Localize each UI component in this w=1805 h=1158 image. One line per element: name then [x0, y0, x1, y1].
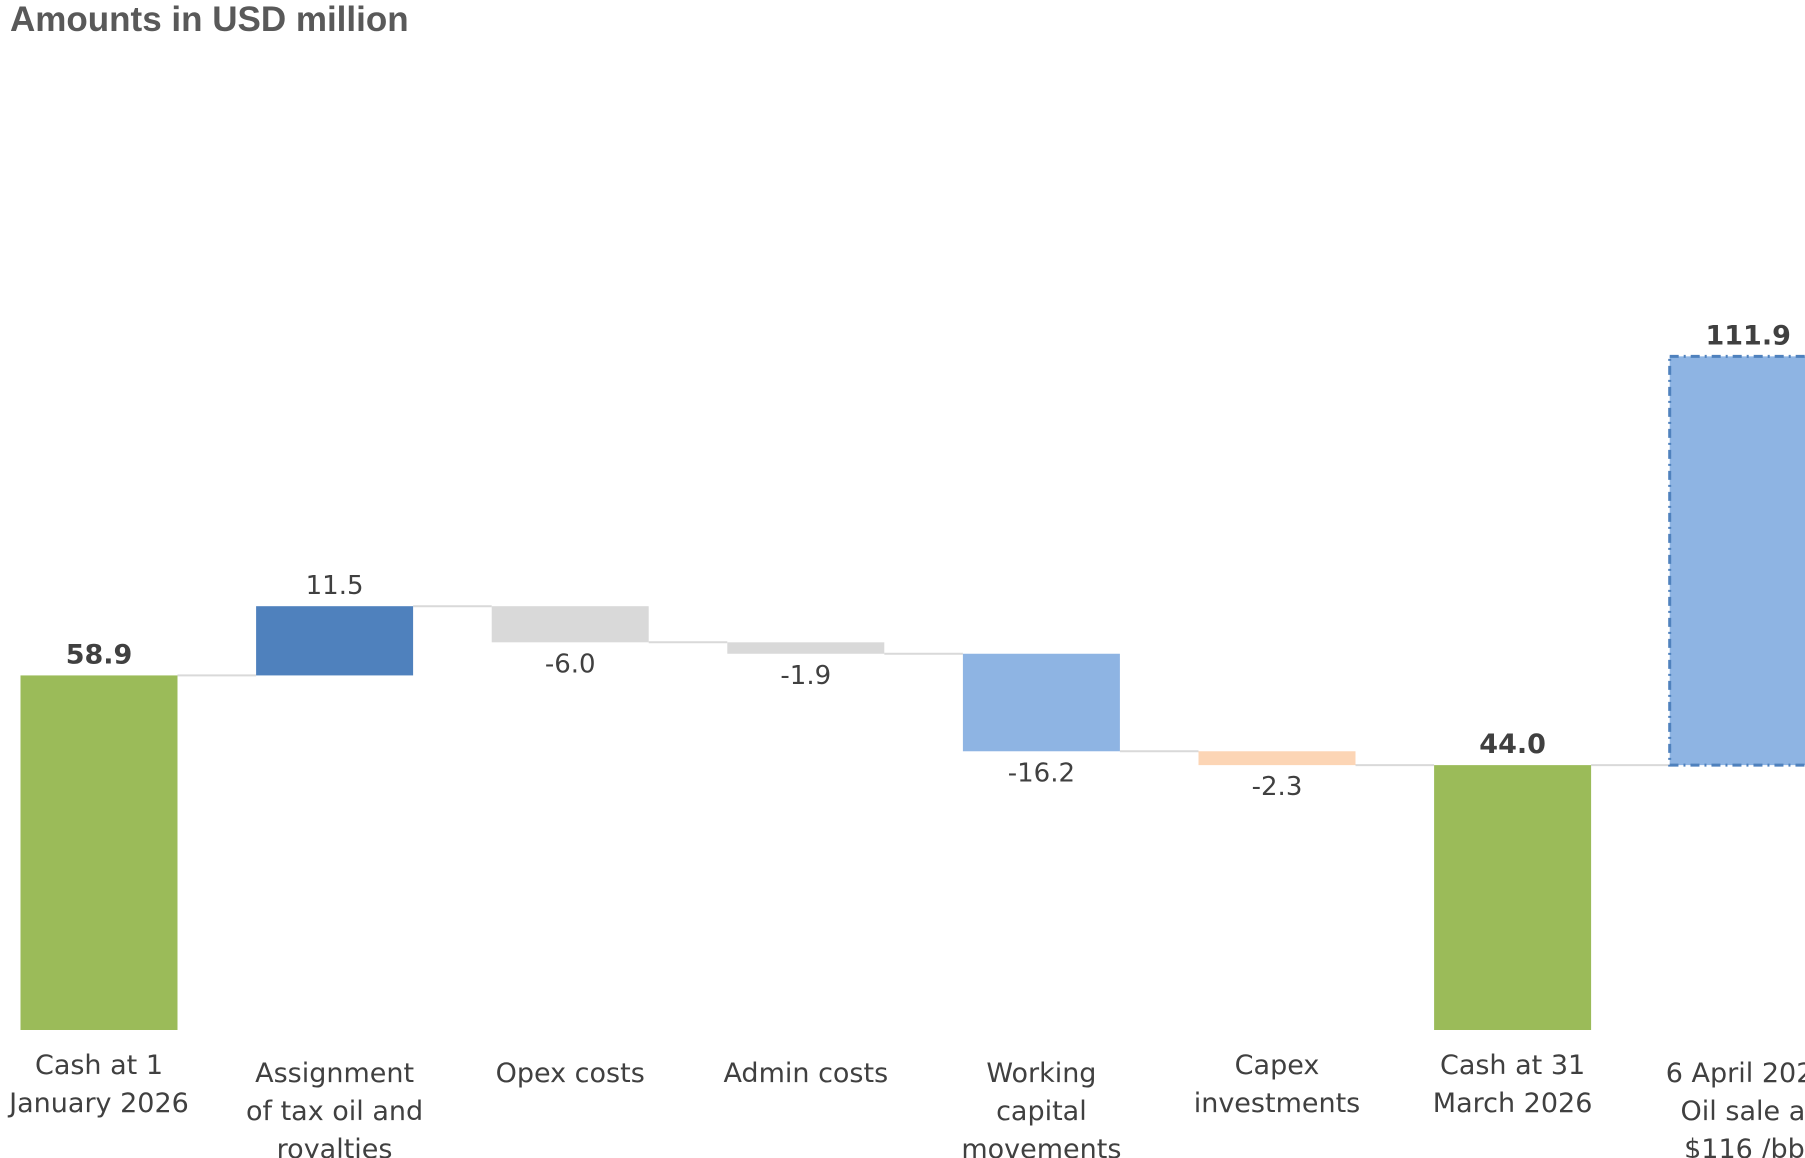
data-label-6: -2.3	[1252, 772, 1303, 802]
bar-4	[727, 642, 885, 654]
bar-2	[256, 606, 414, 676]
category-label-1: Cash at 1 January 2026	[7, 1050, 189, 1119]
bar-8	[1668, 354, 1805, 767]
data-label-2: 11.5	[306, 571, 364, 601]
data-label-8: 111.9	[1705, 320, 1790, 351]
data-label-3: -6.0	[545, 649, 596, 679]
bar-7	[1434, 765, 1592, 1030]
data-label-1: 58.9	[66, 639, 133, 670]
category-label-8: 6 April 2026Oil sale at$116 /bbl	[1666, 1058, 1805, 1158]
category-label-2: Assignment of tax oil and royalties	[246, 1058, 423, 1158]
chart-title: Amounts in USD million	[10, 0, 409, 39]
category-label-3: Opex costs	[496, 1058, 645, 1089]
data-label-4: -1.9	[780, 661, 831, 691]
bar-3	[491, 606, 649, 643]
data-label-7: 44.0	[1479, 729, 1546, 760]
category-label-5: Working capital movements	[961, 1058, 1121, 1158]
data-label-5: -16.2	[1008, 758, 1075, 788]
bar-6	[1198, 751, 1356, 766]
category-label-6: Capex investments	[1194, 1050, 1361, 1119]
category-label-7: Cash at 31 March 2026	[1433, 1050, 1593, 1119]
bar-1	[20, 675, 178, 1030]
bar-5	[962, 653, 1120, 752]
category-label-4: Admin costs	[723, 1058, 888, 1089]
